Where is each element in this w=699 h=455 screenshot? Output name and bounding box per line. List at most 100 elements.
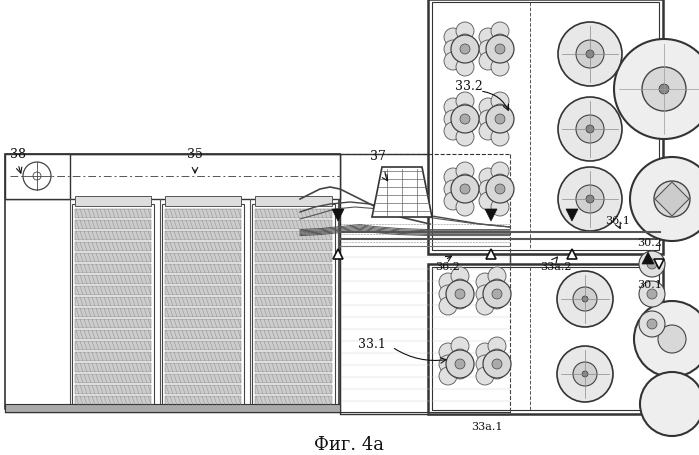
- Circle shape: [658, 325, 686, 353]
- Circle shape: [439, 343, 457, 361]
- Bar: [255, 221, 332, 229]
- Bar: [165, 374, 241, 383]
- Bar: [428, 264, 663, 414]
- Bar: [5, 404, 340, 412]
- Circle shape: [439, 273, 457, 291]
- Polygon shape: [486, 249, 496, 259]
- Circle shape: [444, 181, 462, 198]
- Circle shape: [586, 196, 594, 203]
- Circle shape: [647, 259, 657, 269]
- Circle shape: [491, 187, 509, 205]
- Text: 33а.1: 33а.1: [471, 421, 503, 431]
- Bar: [5, 155, 70, 200]
- Circle shape: [444, 99, 462, 117]
- Bar: [165, 221, 241, 229]
- Bar: [165, 363, 241, 372]
- Bar: [75, 253, 151, 263]
- Bar: [255, 396, 332, 405]
- Bar: [340, 155, 510, 414]
- Circle shape: [460, 115, 470, 125]
- Bar: [165, 210, 241, 218]
- Bar: [75, 341, 151, 350]
- Circle shape: [647, 319, 657, 329]
- Circle shape: [488, 349, 506, 367]
- Circle shape: [479, 192, 497, 211]
- Circle shape: [479, 99, 497, 117]
- Circle shape: [558, 23, 622, 87]
- Circle shape: [476, 273, 494, 291]
- Bar: [75, 264, 151, 273]
- Circle shape: [456, 59, 474, 77]
- Circle shape: [576, 41, 604, 69]
- Circle shape: [491, 35, 509, 53]
- Circle shape: [439, 355, 457, 373]
- Circle shape: [451, 349, 469, 367]
- Polygon shape: [333, 249, 343, 259]
- Bar: [252, 205, 335, 409]
- Bar: [165, 352, 241, 361]
- Circle shape: [451, 268, 469, 285]
- Bar: [255, 341, 332, 350]
- Circle shape: [455, 289, 465, 299]
- Text: 38: 38: [10, 148, 26, 161]
- Circle shape: [456, 175, 474, 192]
- Circle shape: [582, 371, 588, 377]
- Text: 33а.2: 33а.2: [540, 262, 572, 271]
- Bar: [432, 3, 659, 250]
- Circle shape: [479, 29, 497, 47]
- Circle shape: [488, 337, 506, 355]
- Circle shape: [557, 271, 613, 327]
- Circle shape: [642, 68, 686, 112]
- Circle shape: [486, 176, 514, 203]
- Circle shape: [456, 187, 474, 205]
- Circle shape: [455, 359, 465, 369]
- Circle shape: [491, 47, 509, 65]
- Circle shape: [647, 289, 657, 299]
- Bar: [75, 396, 151, 405]
- Circle shape: [488, 291, 506, 309]
- Polygon shape: [485, 210, 497, 222]
- Bar: [255, 232, 332, 241]
- Circle shape: [444, 192, 462, 211]
- Circle shape: [614, 40, 699, 140]
- Circle shape: [439, 285, 457, 303]
- Circle shape: [451, 36, 479, 64]
- Circle shape: [488, 268, 506, 285]
- Bar: [75, 330, 151, 339]
- Bar: [165, 319, 241, 328]
- Circle shape: [456, 198, 474, 217]
- Bar: [255, 243, 332, 252]
- Circle shape: [576, 116, 604, 144]
- Circle shape: [486, 106, 514, 134]
- Bar: [75, 308, 151, 317]
- Circle shape: [491, 162, 509, 181]
- Circle shape: [491, 175, 509, 192]
- Bar: [165, 385, 241, 394]
- Bar: [75, 286, 151, 295]
- Circle shape: [456, 93, 474, 111]
- Bar: [255, 298, 332, 306]
- Bar: [255, 363, 332, 372]
- Text: 35: 35: [187, 148, 203, 161]
- Circle shape: [444, 123, 462, 141]
- Polygon shape: [566, 210, 578, 222]
- Bar: [75, 197, 151, 207]
- Text: 30.1: 30.1: [637, 279, 662, 289]
- Bar: [72, 205, 154, 409]
- Circle shape: [476, 367, 494, 385]
- Circle shape: [576, 186, 604, 213]
- Circle shape: [456, 105, 474, 123]
- Circle shape: [451, 291, 469, 309]
- Bar: [165, 232, 241, 241]
- Bar: [255, 374, 332, 383]
- Polygon shape: [372, 167, 432, 217]
- Circle shape: [586, 51, 594, 59]
- Circle shape: [483, 350, 511, 378]
- Circle shape: [444, 41, 462, 59]
- Circle shape: [486, 36, 514, 64]
- Circle shape: [491, 93, 509, 111]
- Bar: [75, 374, 151, 383]
- Bar: [75, 319, 151, 328]
- Bar: [165, 197, 241, 207]
- Circle shape: [451, 279, 469, 298]
